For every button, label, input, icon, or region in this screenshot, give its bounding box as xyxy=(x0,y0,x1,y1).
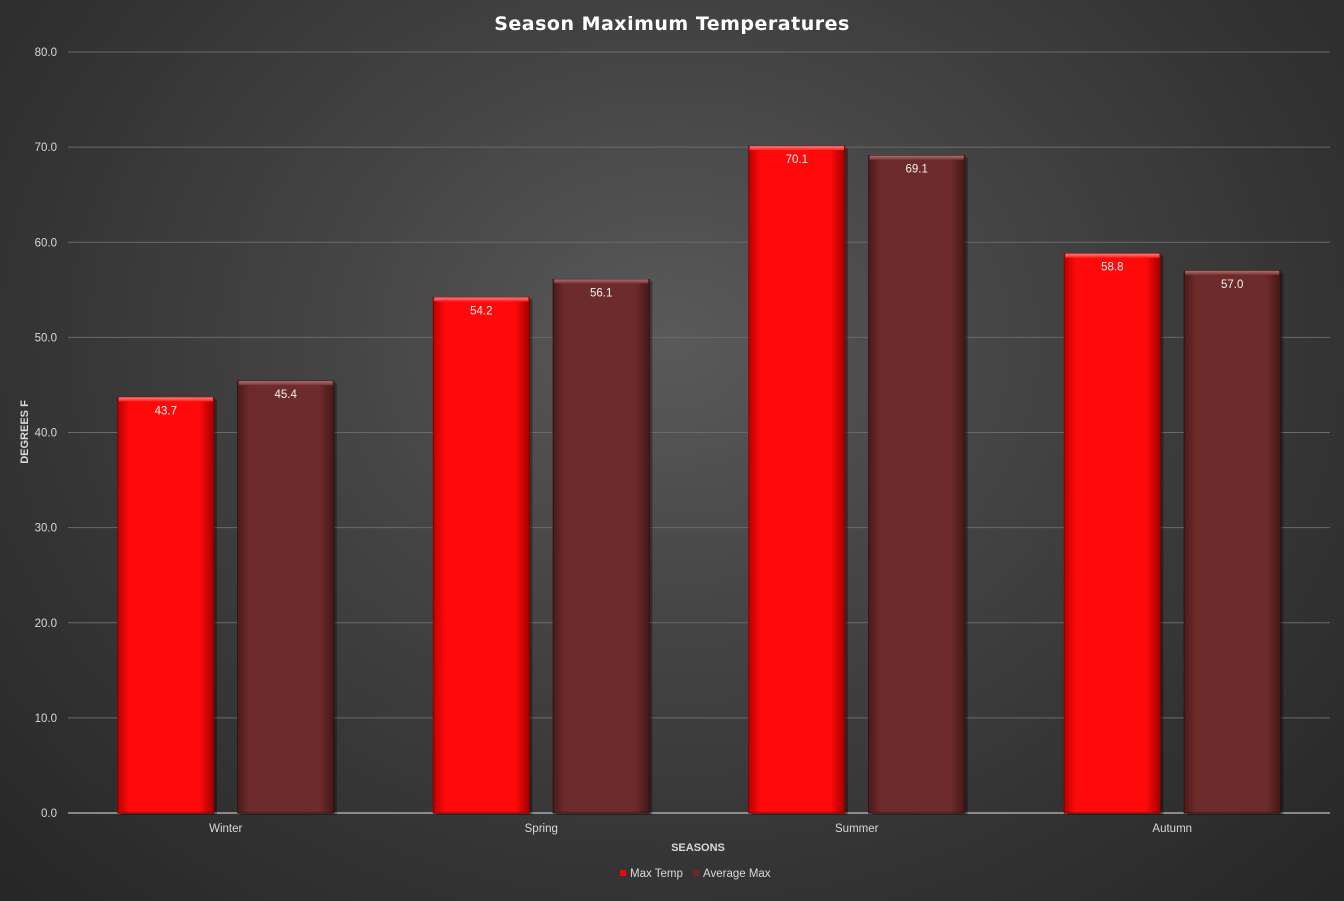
bar-max-temp-spring xyxy=(432,297,530,814)
y-tick-label: 80.0 xyxy=(35,47,57,59)
x-tick-label: Summer xyxy=(835,823,879,835)
y-tick-label: 10.0 xyxy=(35,713,57,725)
data-label: 58.8 xyxy=(1101,262,1123,274)
y-axis-title: DEGREES F xyxy=(19,400,31,464)
data-label: 70.1 xyxy=(786,154,808,166)
y-tick-label: 40.0 xyxy=(35,428,57,440)
y-tick-label: 60.0 xyxy=(35,237,57,249)
bar-max-temp-winter xyxy=(117,396,215,814)
bar-cap xyxy=(238,381,333,386)
data-label: 43.7 xyxy=(155,405,177,417)
x-tick-label: Spring xyxy=(525,823,558,835)
data-label: 54.2 xyxy=(470,305,492,317)
legend-swatch xyxy=(620,870,626,876)
bar-max-temp-autumn xyxy=(1063,253,1161,814)
legend-label: Max Temp xyxy=(630,868,683,880)
legend-label: Average Max xyxy=(703,868,771,880)
y-tick-label: 70.0 xyxy=(35,142,57,154)
y-tick-label: 0.0 xyxy=(41,808,57,820)
bars xyxy=(117,145,1284,816)
bar-average-max-summer xyxy=(868,155,966,814)
bar-average-max-autumn xyxy=(1183,270,1281,814)
data-label: 45.4 xyxy=(274,389,297,401)
data-label: 69.1 xyxy=(905,164,927,176)
data-label: 57.0 xyxy=(1221,279,1243,291)
x-axis-title: SEASONS xyxy=(671,842,725,854)
y-tick-label: 20.0 xyxy=(35,618,57,630)
legend: Max Temp Average Max xyxy=(620,868,771,880)
chart-title: Season Maximum Temperatures xyxy=(494,13,850,35)
bar-cap xyxy=(554,279,649,284)
x-axis-ticks: Winter Spring Summer Autumn xyxy=(209,823,1192,835)
bar-average-max-spring xyxy=(552,278,650,814)
x-tick-label: Winter xyxy=(209,823,242,835)
bar-max-temp-summer xyxy=(748,145,846,814)
data-labels: 43.7 45.4 54.2 56.1 70.1 69.1 58.8 57.0 xyxy=(155,154,1244,417)
bar-average-max-winter xyxy=(237,380,335,814)
bar-cap xyxy=(118,397,213,402)
y-tick-label: 50.0 xyxy=(35,332,57,344)
data-label: 56.1 xyxy=(590,287,612,299)
y-tick-label: 30.0 xyxy=(35,523,57,535)
x-tick-label: Autumn xyxy=(1152,823,1192,835)
bar-cap xyxy=(1065,253,1160,258)
bar-cap xyxy=(434,297,529,302)
legend-swatch xyxy=(693,870,699,876)
bar-cap xyxy=(1185,270,1280,275)
bar-cap xyxy=(749,146,844,151)
bar-cap xyxy=(869,155,964,160)
y-axis-ticks: 0.0 10.0 20.0 30.0 40.0 50.0 60.0 70.0 80.0 xyxy=(35,47,57,820)
